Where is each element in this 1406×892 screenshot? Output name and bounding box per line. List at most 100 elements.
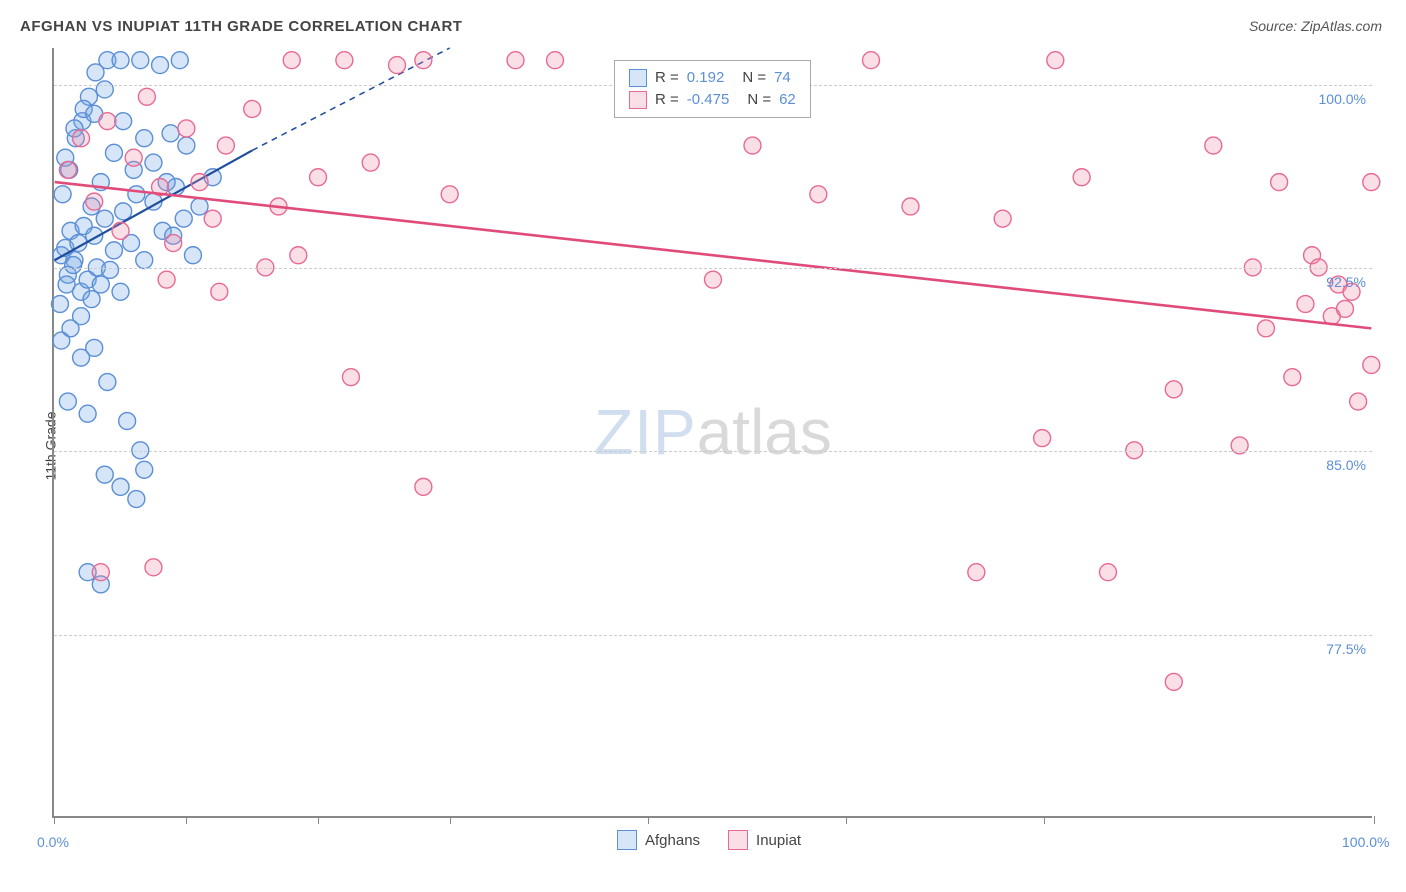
data-point [96,81,113,98]
stat-n-value: 74 [774,67,791,89]
data-point [115,203,132,220]
source-attribution: Source: ZipAtlas.com [1249,18,1382,34]
data-point [178,120,195,137]
y-tick-label: 77.5% [1326,641,1366,657]
data-point [1336,300,1353,317]
data-point [705,271,722,288]
data-point [162,125,179,142]
data-point [184,247,201,264]
data-point [112,222,129,239]
data-point [310,169,327,186]
data-point [62,320,79,337]
data-point [83,291,100,308]
x-axis-min-label: 0.0% [37,834,69,850]
data-point [112,52,129,69]
data-point [1034,430,1051,447]
data-point [105,242,122,259]
series-legend: Afghans Inupiat [617,830,801,850]
data-point [178,137,195,154]
data-point [96,466,113,483]
data-point [58,276,75,293]
x-tick [1044,816,1045,824]
x-tick [1374,816,1375,824]
data-point [86,339,103,356]
legend-swatch [617,830,637,850]
legend-swatch [629,69,647,87]
data-point [1047,52,1064,69]
data-point [994,210,1011,227]
stats-row: R = 0.192N = 74 [629,67,796,89]
plot-area: ZIPatlas 77.5%85.0%92.5%100.0%R = 0.192N… [52,48,1372,818]
y-tick-label: 100.0% [1319,91,1366,107]
data-point [59,393,76,410]
data-point [244,100,261,117]
stat-n-label: N = [747,89,771,111]
data-point [52,296,69,313]
data-point [96,210,113,227]
data-point [112,478,129,495]
legend-label: Afghans [645,832,700,849]
data-point [1363,356,1380,373]
legend-swatch [728,830,748,850]
data-point [128,186,145,203]
data-point [191,174,208,191]
legend-item: Afghans [617,830,700,850]
data-point [204,210,221,227]
data-point [1165,673,1182,690]
data-point [415,52,432,69]
data-point [863,52,880,69]
stat-r-value: 0.192 [687,67,725,89]
stat-r-label: R = [655,89,679,111]
x-tick [648,816,649,824]
data-point [73,130,90,147]
data-point [1271,174,1288,191]
data-point [132,52,149,69]
legend-label: Inupiat [756,832,801,849]
data-point [171,52,188,69]
data-point [132,442,149,459]
legend-swatch [629,91,647,109]
chart-title: AFGHAN VS INUPIAT 11TH GRADE CORRELATION… [20,18,462,35]
x-tick [318,816,319,824]
data-point [128,491,145,508]
data-point [1284,369,1301,386]
x-tick [846,816,847,824]
chart-container: AFGHAN VS INUPIAT 11TH GRADE CORRELATION… [0,0,1406,892]
data-point [1073,169,1090,186]
data-point [547,52,564,69]
data-point [86,193,103,210]
y-gridline [54,451,1372,452]
data-point [744,137,761,154]
y-tick-label: 92.5% [1326,274,1366,290]
data-point [342,369,359,386]
data-point [1099,564,1116,581]
data-point [158,271,175,288]
data-point [1165,381,1182,398]
x-tick [450,816,451,824]
data-point [211,283,228,300]
data-point [136,130,153,147]
correlation-stats-box: R = 0.192N = 74R = -0.475N = 62 [614,60,811,118]
data-point [1257,320,1274,337]
y-tick-label: 85.0% [1326,457,1366,473]
legend-item: Inupiat [728,830,801,850]
data-point [92,276,109,293]
data-point [415,478,432,495]
data-point [336,52,353,69]
data-point [507,52,524,69]
data-point [165,235,182,252]
data-point [175,210,192,227]
y-gridline [54,268,1372,269]
data-point [968,564,985,581]
stat-n-label: N = [742,67,766,89]
stat-r-value: -0.475 [687,89,730,111]
data-point [362,154,379,171]
data-point [119,413,136,430]
data-point [290,247,307,264]
data-point [92,564,109,581]
data-point [810,186,827,203]
data-point [145,154,162,171]
data-point [1126,442,1143,459]
data-point [125,149,142,166]
data-point [105,144,122,161]
